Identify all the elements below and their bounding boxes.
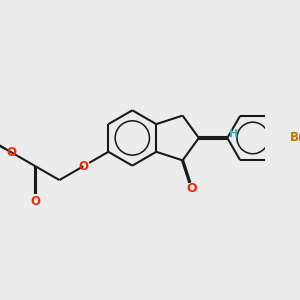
Text: Br: Br <box>290 131 300 145</box>
Text: O: O <box>30 195 40 208</box>
Text: O: O <box>78 160 88 173</box>
Text: H: H <box>229 129 239 140</box>
Text: O: O <box>7 146 16 159</box>
Text: O: O <box>186 182 197 195</box>
